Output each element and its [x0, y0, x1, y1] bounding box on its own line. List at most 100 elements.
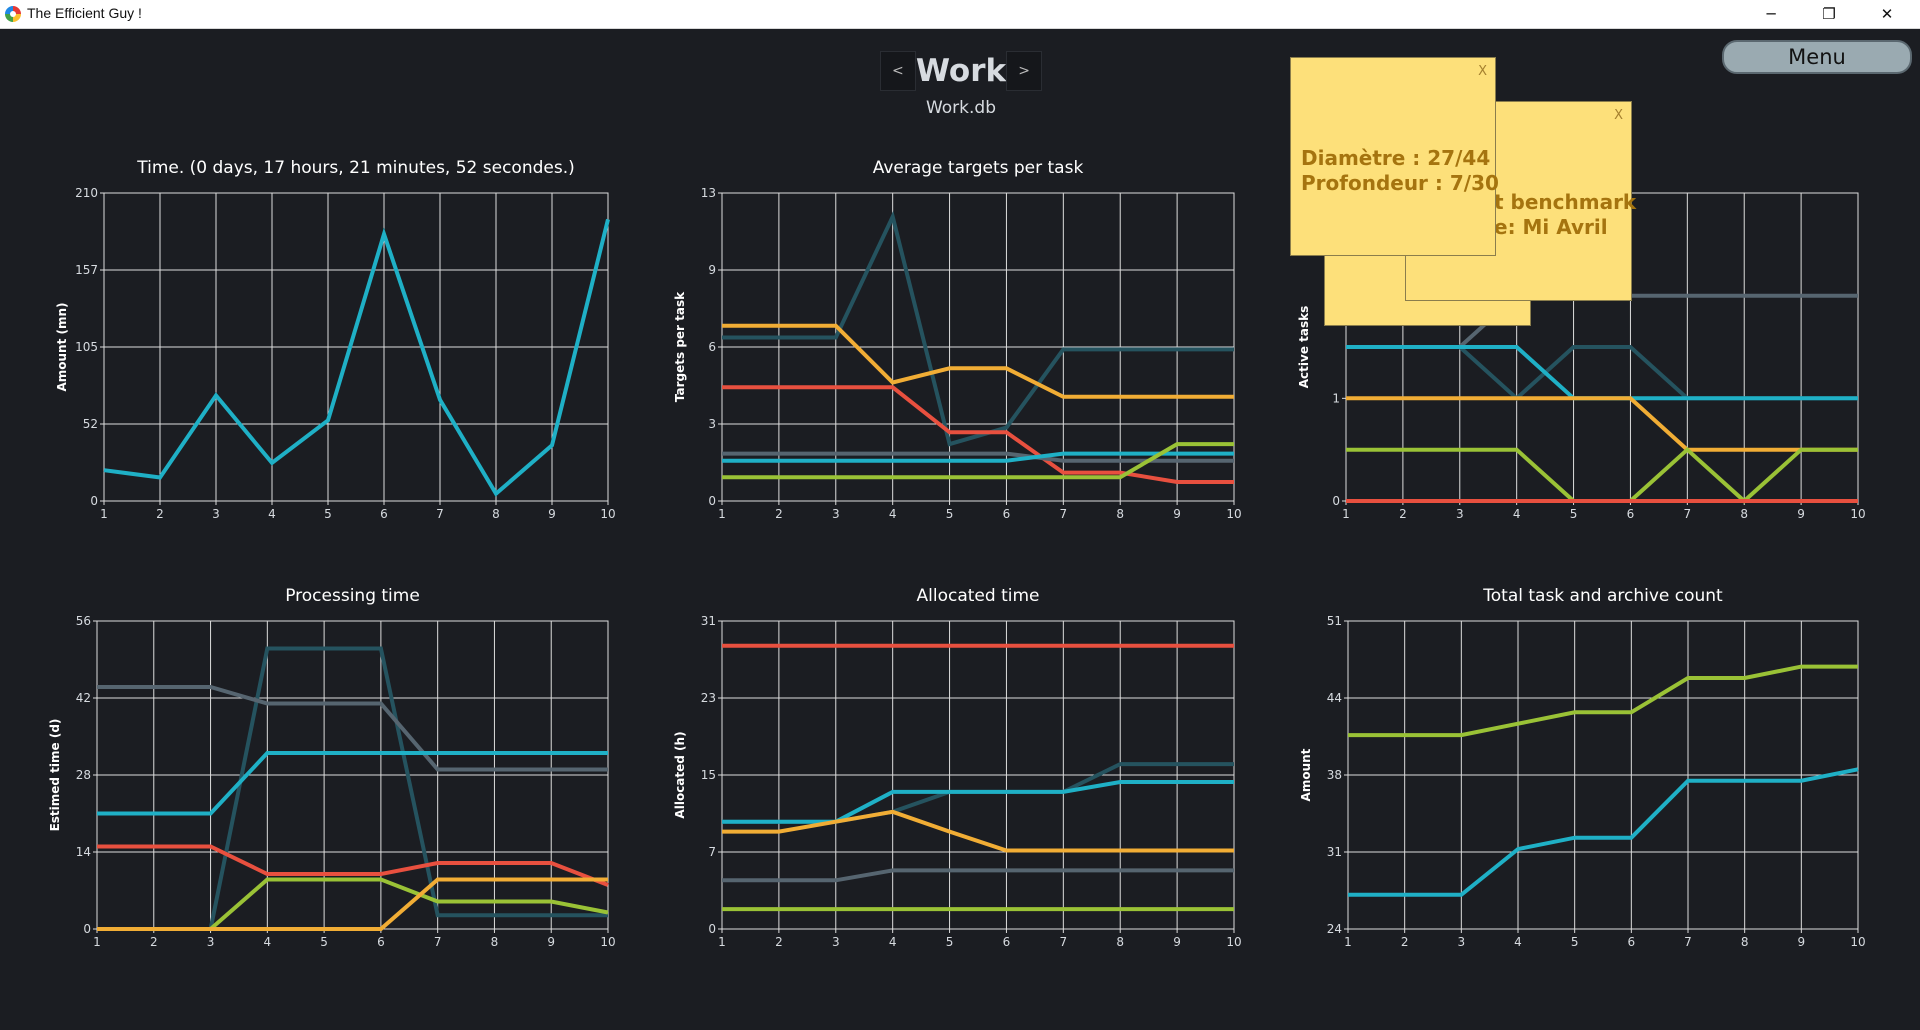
- y-tick-label: 23: [701, 691, 716, 705]
- x-tick-label: 10: [600, 935, 615, 949]
- x-tick-label: 1: [100, 507, 108, 521]
- x-tick-label: 2: [1401, 935, 1409, 949]
- y-tick-label: 15: [701, 768, 716, 782]
- x-tick-label: 8: [1740, 507, 1748, 521]
- maximize-button[interactable]: ❐: [1822, 5, 1836, 23]
- series-line-4: [722, 809, 1234, 853]
- x-tick-label: 6: [1627, 507, 1635, 521]
- note-close-button[interactable]: X: [1614, 108, 1623, 123]
- x-tick-label: 10: [1850, 935, 1865, 949]
- y-tick-label: 0: [90, 494, 98, 508]
- x-tick-label: 1: [718, 507, 726, 521]
- x-tick-label: 7: [1684, 507, 1692, 521]
- x-tick-label: 5: [946, 935, 954, 949]
- x-tick-label: 7: [1684, 935, 1692, 949]
- note-text-line: Profondeur : 7/30: [1301, 171, 1499, 195]
- x-tick-label: 3: [207, 935, 215, 949]
- x-tick-label: 3: [1456, 507, 1464, 521]
- y-tick-label: 0: [708, 922, 716, 936]
- next-workspace-button[interactable]: >: [1006, 51, 1042, 91]
- x-tick-label: 8: [491, 935, 499, 949]
- x-tick-label: 4: [889, 507, 897, 521]
- x-tick-label: 4: [1514, 935, 1522, 949]
- x-tick-label: 4: [268, 507, 276, 521]
- y-tick-label: 3: [708, 417, 716, 431]
- x-tick-label: 10: [600, 507, 615, 521]
- x-tick-label: 6: [380, 507, 388, 521]
- x-tick-label: 1: [718, 935, 726, 949]
- x-tick-label: 1: [93, 935, 101, 949]
- x-tick-label: 6: [1628, 935, 1636, 949]
- note-text-line: Diamètre : 27/44: [1301, 146, 1491, 170]
- y-axis-label: Allocated (h): [673, 731, 687, 818]
- minimize-button[interactable]: ─: [1766, 5, 1776, 23]
- y-tick-label: 0: [1332, 494, 1340, 508]
- x-tick-label: 8: [1741, 935, 1749, 949]
- x-tick-label: 5: [946, 507, 954, 521]
- x-tick-label: 3: [1458, 935, 1466, 949]
- chart-title: Average targets per task: [873, 158, 1084, 178]
- x-tick-label: 6: [377, 935, 385, 949]
- y-tick-label: 157: [75, 263, 98, 277]
- menu-button[interactable]: Menu: [1722, 40, 1912, 74]
- x-tick-label: 7: [1060, 935, 1068, 949]
- x-tick-label: 9: [1797, 507, 1805, 521]
- x-tick-label: 10: [1226, 507, 1241, 521]
- series-line-4: [97, 844, 609, 887]
- y-tick-label: 28: [76, 768, 91, 782]
- series-line-1: [1348, 664, 1858, 738]
- y-tick-label: 38: [1327, 768, 1342, 782]
- workspace-switcher: < Work >: [880, 50, 1042, 92]
- x-tick-label: 2: [150, 935, 158, 949]
- sticky-note[interactable]: X Diamètre : 27/44 Profondeur : 7/30: [1290, 57, 1499, 256]
- close-window-button[interactable]: ✕: [1880, 5, 1894, 23]
- note-close-button[interactable]: X: [1478, 64, 1487, 79]
- series-line-6: [97, 877, 608, 931]
- app-logo-icon: [5, 6, 21, 22]
- database-name: Work.db: [925, 98, 997, 118]
- chart-title: Time. (0 days, 17 hours, 21 minutes, 52 …: [136, 158, 575, 178]
- y-tick-label: 42: [76, 691, 91, 705]
- series-line-5: [1346, 447, 1858, 504]
- x-tick-label: 3: [832, 935, 840, 949]
- y-tick-label: 51: [1327, 614, 1342, 628]
- x-tick-label: 5: [1571, 935, 1579, 949]
- x-tick-label: 10: [1226, 935, 1241, 949]
- x-tick-label: 4: [1513, 507, 1521, 521]
- workspace-title: Work: [915, 53, 1007, 89]
- series-line-4: [1346, 396, 1858, 452]
- y-axis-label: Active tasks: [1297, 306, 1311, 389]
- y-tick-label: 31: [1327, 845, 1342, 859]
- y-tick-label: 9: [708, 263, 716, 277]
- y-tick-label: 6: [708, 340, 716, 354]
- chart-title: Allocated time: [917, 586, 1040, 606]
- series-line-1: [722, 210, 1234, 447]
- x-tick-label: 1: [1342, 507, 1350, 521]
- x-tick-label: 3: [212, 507, 220, 521]
- x-tick-label: 1: [1344, 935, 1352, 949]
- note-text-line: t benchmark: [1494, 190, 1637, 214]
- note-text-line: e: Mi Avril: [1494, 215, 1608, 239]
- y-tick-label: 31: [701, 614, 716, 628]
- y-tick-label: 44: [1327, 691, 1342, 705]
- x-tick-label: 10: [1850, 507, 1865, 521]
- y-axis-label: Amount: [1299, 748, 1313, 801]
- x-tick-label: 9: [548, 507, 556, 521]
- y-tick-label: 13: [701, 186, 716, 200]
- series-line-3: [722, 780, 1234, 824]
- previous-workspace-button[interactable]: <: [880, 51, 916, 91]
- chart-title: Total task and archive count: [1482, 586, 1723, 606]
- x-tick-label: 7: [436, 507, 444, 521]
- x-tick-label: 7: [1060, 507, 1068, 521]
- x-tick-label: 9: [547, 935, 555, 949]
- chart-title: Processing time: [285, 586, 420, 606]
- x-tick-label: 5: [320, 935, 328, 949]
- series-line-2: [97, 685, 608, 772]
- x-tick-label: 9: [1173, 507, 1181, 521]
- y-tick-label: 0: [708, 494, 716, 508]
- x-tick-label: 2: [156, 507, 164, 521]
- x-tick-label: 9: [1798, 935, 1806, 949]
- series-line-2: [1348, 767, 1859, 897]
- x-tick-label: 6: [1003, 507, 1011, 521]
- y-tick-label: 24: [1327, 922, 1342, 936]
